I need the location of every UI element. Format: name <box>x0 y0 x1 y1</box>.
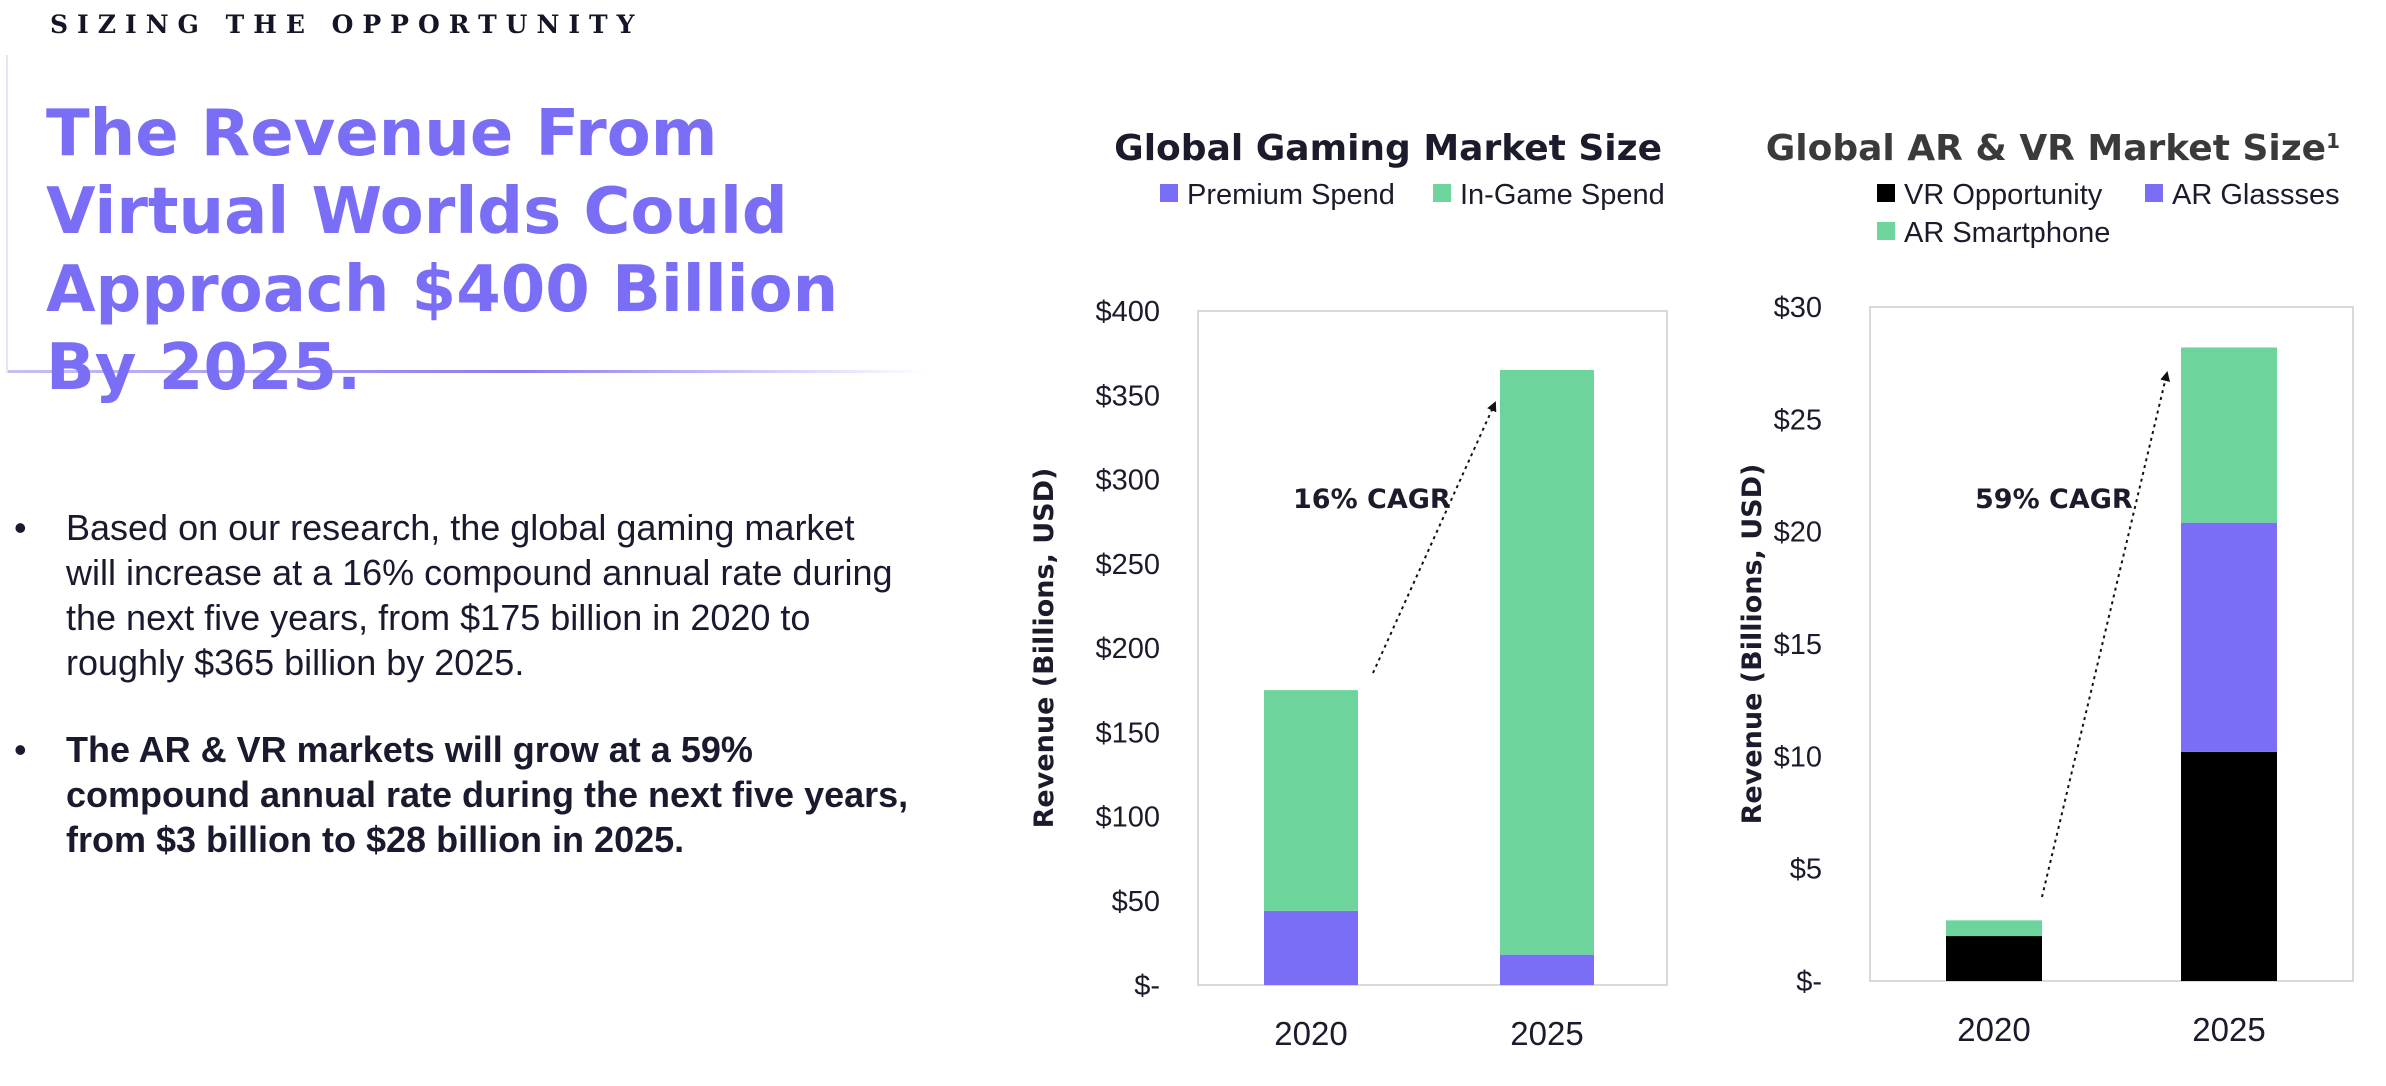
legend-label: VR Opportunity <box>1904 179 2103 211</box>
cagr-arrow <box>2041 371 2171 898</box>
y-tick-label: $- <box>1796 966 1822 998</box>
bullet-text: Based on our research, the global gaming… <box>66 507 893 683</box>
y-tick-label: $50 <box>1112 886 1160 918</box>
y-tick-label: $20 <box>1774 517 1822 549</box>
chart-title: Global AR & VR Market Size1 <box>1766 128 2340 169</box>
y-axis-label: Revenue (Billions, USD) <box>1029 468 1060 829</box>
bar-segment <box>1946 936 2042 981</box>
legend-swatch <box>1877 222 1895 240</box>
chart-title: Global Gaming Market Size <box>1114 128 1662 169</box>
y-tick-label: $350 <box>1095 380 1160 412</box>
y-tick-label: $200 <box>1095 633 1160 665</box>
bar-segment <box>2181 522 2277 752</box>
legend-swatch <box>1160 184 1178 202</box>
legend-label: In-Game Spend <box>1460 179 1665 211</box>
legend-label: AR Smartphone <box>1904 217 2110 249</box>
legend-swatch <box>2145 184 2163 202</box>
x-tick-label: 2025 <box>2192 1011 2265 1048</box>
eyebrow: SIZING THE OPPORTUNITY <box>50 10 644 39</box>
bullet-dot: • <box>14 729 27 770</box>
bar-segment <box>1500 369 1594 955</box>
bar-segment <box>2181 751 2277 981</box>
headline-frame <box>6 55 928 373</box>
y-tick-label: $15 <box>1774 629 1822 661</box>
bar-segment <box>1264 910 1358 985</box>
y-tick-label: $10 <box>1774 741 1822 773</box>
y-tick-label: $25 <box>1774 404 1822 436</box>
bar-segment <box>2181 347 2277 523</box>
bullet-dot: • <box>14 507 27 548</box>
y-tick-label: $250 <box>1095 549 1160 581</box>
legend-label: AR Glassses <box>2172 179 2340 211</box>
bar-segment <box>1946 920 2042 937</box>
bar-segment <box>1500 954 1594 985</box>
y-tick-label: $300 <box>1095 465 1160 497</box>
bullet-text: The AR & VR markets will grow at a 59% c… <box>66 729 909 860</box>
title-footnote-marker: 1 <box>2326 129 2340 153</box>
legend-label: Premium Spend <box>1187 179 1395 211</box>
x-tick-label: 2020 <box>1957 1011 2030 1048</box>
y-tick-label: $5 <box>1790 854 1822 886</box>
y-axis-label: Revenue (Billions, USD) <box>1737 464 1768 825</box>
bar-segment <box>1264 690 1358 911</box>
y-tick-label: $400 <box>1095 296 1160 328</box>
legend-swatch <box>1877 184 1895 202</box>
bullet-list: • Based on our research, the global gami… <box>14 505 914 904</box>
x-tick-label: 2020 <box>1274 1015 1347 1052</box>
plot-area <box>1869 306 2354 982</box>
y-tick-label: $30 <box>1774 292 1822 324</box>
y-tick-label: $100 <box>1095 802 1160 834</box>
x-tick-label: 2025 <box>1510 1015 1583 1052</box>
bullet-item: • Based on our research, the global gami… <box>14 505 914 685</box>
y-tick-label: $- <box>1134 970 1160 1002</box>
cagr-annotation: 59% CAGR <box>1975 484 2133 515</box>
plot-area <box>1197 310 1668 986</box>
bullet-item: • The AR & VR markets will grow at a 59%… <box>14 727 914 862</box>
y-tick-label: $150 <box>1095 717 1160 749</box>
headline: The Revenue From Virtual Worlds Could Ap… <box>46 97 839 405</box>
cagr-arrow <box>1372 401 1497 674</box>
cagr-annotation: 16% CAGR <box>1293 484 1451 515</box>
legend-swatch <box>1433 184 1451 202</box>
